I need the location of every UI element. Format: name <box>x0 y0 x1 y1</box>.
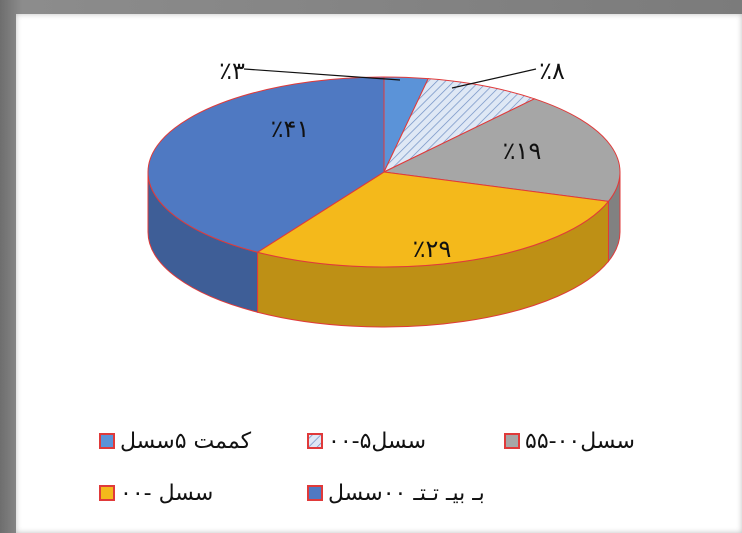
data-label-3: ٪۲۹ <box>413 235 452 263</box>
data-label-4: ٪۴۱ <box>271 115 310 143</box>
legend-swatch-1 <box>307 433 323 449</box>
legend-swatch-0 <box>99 433 115 449</box>
pie-slices <box>147 76 621 328</box>
pie-slice-4 <box>147 76 385 253</box>
pie-slice-3 <box>256 171 610 268</box>
data-labels: ٪۳ ٪۸ ٪۱۹ ٪۲۹ ٪۴۱ <box>219 57 565 263</box>
legend-label-4: ۰۰- سسل <box>120 481 213 506</box>
legend-swatch-3 <box>307 485 323 501</box>
legend-swatch-2 <box>504 433 520 449</box>
data-label-1: ٪۸ <box>539 57 565 85</box>
legend-label-3: بـ بیـ تـتـ ۰۰سسل <box>328 481 485 506</box>
legend-swatch-4 <box>99 485 115 501</box>
legend-label-0: کممت ۵سسل <box>120 429 252 454</box>
data-label-0: ٪۳ <box>219 57 245 85</box>
legend-label-1: ۰۰-۵سسل <box>328 429 426 454</box>
data-label-2: ٪۱۹ <box>503 137 542 165</box>
legend-label-2: ۵۵-۰۰سسل <box>525 429 635 454</box>
pie-slice-2 <box>382 98 621 202</box>
leader-line-1 <box>451 68 537 89</box>
pie-slice-1 <box>382 78 536 174</box>
legend: کممت ۵سسل ۰۰-۵سسل ۵۵-۰۰سسل ۰۰- سسل بـ بیـ تـ… <box>99 429 635 506</box>
leader-line-0 <box>243 68 401 81</box>
